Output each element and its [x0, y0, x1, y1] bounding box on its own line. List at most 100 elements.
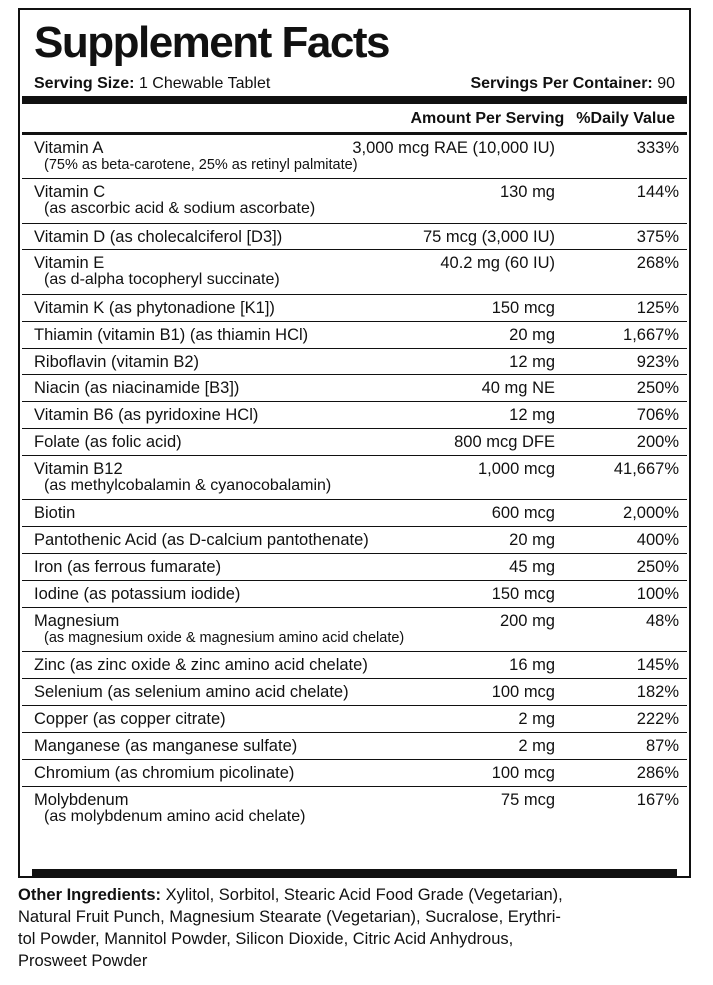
- nutrient-source: (as d-alpha tocopheryl succinate): [44, 271, 280, 289]
- nutrient-row: Chromium (as chromium picolinate) 100 mcg…: [22, 760, 687, 787]
- daily-value: 48%: [645, 611, 679, 630]
- daily-value: 167%: [636, 790, 679, 809]
- nutrient-name: Selenium (as selenium amino acid chelate…: [34, 683, 349, 702]
- daily-value: 2,000%: [623, 504, 679, 523]
- nutrient-source: (75% as beta-carotene, 25% as retinyl pa…: [44, 157, 358, 173]
- nutrient-row: Vitamin B6 (as pyridoxine HCl) 12 mg 706%: [22, 402, 687, 430]
- nutrient-row: Vitamin E (as d-alpha tocopheryl succinat…: [22, 250, 687, 295]
- amount: 150 mcg: [491, 298, 555, 317]
- ingredients-label: Other Ingredients:: [18, 886, 162, 904]
- value: 90: [657, 75, 675, 92]
- daily-value: 250%: [636, 558, 679, 577]
- nutrient-row: Iodine (as potassium iodide) 150 mcg 100%: [22, 581, 687, 608]
- nutrient-row: Thiamin (vitamin B1) (as thiamin HCl) 20 …: [22, 322, 687, 349]
- thick-rule: [32, 869, 677, 876]
- amount: 12 mg: [509, 352, 555, 371]
- nutrient-source: (as ascorbic acid & sodium ascorbate): [44, 200, 316, 218]
- amount: 45 mg: [509, 558, 555, 577]
- column-headers: Amount Per Serving %Daily Value: [34, 104, 675, 132]
- nutrient-row: Vitamin K (as phytonadione [K1]) 150 mcg 1…: [22, 295, 687, 322]
- ingredients-text: tol Powder, Mannitol Powder, Silicon Dio…: [18, 930, 514, 948]
- nutrient-row: Niacin (as niacinamide [B3]) 40 mg NE 250%: [22, 375, 687, 403]
- nutrient-name: Pantothenic Acid (as D-calcium pantothen…: [34, 531, 369, 550]
- nutrient-name: Vitamin E: [34, 254, 105, 273]
- amount: 12 mg: [509, 406, 555, 425]
- nutrient-row: Copper (as copper citrate) 2 mg 222%: [22, 706, 687, 733]
- nutrient-row: Zinc (as zinc oxide & zinc amino acid ch…: [22, 652, 687, 680]
- nutrient-name: Vitamin B6 (as pyridoxine HCl): [34, 406, 259, 425]
- facts-panel: Supplement Facts Serving Size: 1 Chewabl…: [18, 8, 691, 878]
- nutrient-name: Molybdenum: [34, 790, 129, 809]
- title: Supplement Facts: [34, 18, 390, 67]
- nutrient-row: Iron (as ferrous fumarate) 45 mg 250%: [22, 554, 687, 582]
- ingredients-text: Prosweet Powder: [18, 952, 148, 970]
- nutrient-name: Vitamin B12: [34, 460, 123, 479]
- value: 1 Chewable Tablet: [138, 75, 271, 92]
- amount: 2 mg: [518, 736, 555, 755]
- amount: 75 mcg (3,000 IU): [422, 227, 555, 246]
- nutrient-name: Thiamin (vitamin B1) (as thiamin HCl): [34, 325, 309, 344]
- amount: 100 mcg: [491, 763, 555, 782]
- daily-value: 923%: [636, 352, 679, 371]
- amount: 2 mg: [518, 710, 555, 729]
- column-header: Amount Per Serving: [410, 110, 565, 127]
- nutrient-name: Manganese (as manganese sulfate): [34, 736, 298, 755]
- nutrient-name: Biotin: [34, 504, 76, 523]
- daily-value: 400%: [636, 531, 679, 550]
- nutrient-source: (as magnesium oxide & magnesium amino ac…: [44, 629, 405, 646]
- nutrient-name: Zinc (as zinc oxide & zinc amino acid ch…: [34, 656, 368, 675]
- thick-rule: [22, 96, 687, 104]
- daily-value: 87%: [645, 736, 679, 755]
- amount: 1,000 mcg: [477, 460, 555, 479]
- ingredients-line: Natural Fruit Punch, Magnesium Stearate …: [18, 906, 698, 928]
- daily-value: 268%: [636, 254, 679, 273]
- daily-value: 286%: [636, 763, 679, 782]
- nutrient-row: Magnesium (as magnesium oxide & magnesium…: [22, 608, 687, 653]
- nutrient-source: (as methylcobalamin & cyanocobalamin): [44, 477, 332, 495]
- daily-value: 333%: [636, 139, 679, 157]
- ingredients-text: Xylitol, Sorbitol, Stearic Acid Food Gra…: [165, 886, 563, 904]
- amount: 100 mcg: [491, 683, 555, 702]
- nutrient-name: Folate (as folic acid): [34, 433, 182, 452]
- amount: 200 mg: [499, 611, 555, 630]
- nutrient-source: (as molybdenum amino acid chelate): [44, 807, 306, 825]
- nutrient-name: Vitamin D (as cholecalciferol [D3]): [34, 227, 283, 246]
- nutrient-name: Magnesium: [34, 611, 120, 630]
- nutrient-name: Iodine (as potassium iodide): [34, 585, 241, 604]
- nutrient-row: Molybdenum (as molybdenum amino acid chel…: [22, 787, 687, 830]
- daily-value: 100%: [636, 585, 679, 604]
- amount: 130 mg: [499, 183, 555, 202]
- daily-value: 144%: [636, 183, 679, 202]
- nutrient-name: Copper (as copper citrate): [34, 710, 226, 729]
- amount: 40.2 mg (60 IU): [440, 254, 555, 273]
- nutrient-row: Vitamin C (as ascorbic acid & sodium asco…: [22, 179, 687, 224]
- daily-value: 200%: [636, 433, 679, 452]
- other-ingredients: Other Ingredients: Xylitol, Sorbitol, St…: [18, 884, 698, 972]
- label: Serving Size:: [34, 75, 135, 92]
- amount: 3,000 mcg RAE (10,000 IU): [352, 139, 555, 157]
- nutrient-row: Riboflavin (vitamin B2) 12 mg 923%: [22, 349, 687, 376]
- nutrient-row: Selenium (as selenium amino acid chelate…: [22, 679, 687, 707]
- daily-value: 125%: [636, 298, 679, 317]
- nutrient-name: Niacin (as niacinamide [B3]): [34, 379, 240, 398]
- nutrient-row: Vitamin B12 (as methylcobalamin & cyanoco…: [22, 456, 687, 501]
- column-header: %Daily Value: [576, 110, 675, 127]
- daily-value: 182%: [636, 683, 679, 702]
- amount: 600 mcg: [491, 504, 555, 523]
- amount: 150 mcg: [491, 585, 555, 604]
- nutrient-name: Vitamin C: [34, 183, 106, 202]
- amount: 20 mg: [509, 325, 555, 344]
- nutrient-row: Folate (as folic acid) 800 mcg DFE 200%: [22, 429, 687, 457]
- nutrient-name: Chromium (as chromium picolinate): [34, 763, 295, 782]
- amount: 800 mcg DFE: [454, 433, 555, 452]
- daily-value: 375%: [636, 227, 679, 246]
- servings-per-container: Servings Per Container: 90: [470, 72, 675, 96]
- amount: 40 mg NE: [481, 379, 555, 398]
- nutrient-row: Vitamin D (as cholecalciferol [D3]) 75 mc…: [22, 224, 687, 251]
- rule: [22, 132, 687, 135]
- nutrient-rows: Vitamin A (75% as beta-carotene, 25% as r…: [22, 135, 687, 830]
- daily-value: 41,667%: [613, 460, 679, 479]
- label: Servings Per Container:: [470, 75, 653, 92]
- amount: 20 mg: [509, 531, 555, 550]
